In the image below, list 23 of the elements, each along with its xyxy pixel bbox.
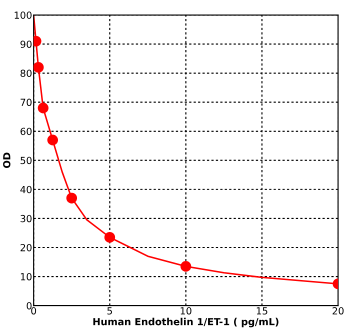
y-axis-title: OD	[3, 152, 10, 168]
point	[38, 102, 48, 114]
x-tick-label: 15	[256, 307, 268, 315]
x-tick-label: 5	[107, 307, 112, 315]
y-tick-label: 100	[14, 12, 32, 19]
y-tick-label: 30	[20, 214, 32, 222]
point	[104, 232, 116, 243]
x-axis-title: Human Endothelin 1/ET-1 ( pg/mL)	[93, 318, 278, 328]
y-tick-label: 80	[20, 70, 32, 77]
point	[34, 62, 44, 73]
y-tick-label: 90	[20, 40, 32, 48]
point	[47, 134, 58, 146]
x-tick-label: 10	[180, 307, 192, 315]
x-tick-label: 20	[332, 307, 344, 315]
y-tick-label: 60	[20, 128, 32, 136]
y-tick-label: 40	[20, 186, 32, 194]
y-tick-label: 50	[20, 156, 32, 164]
y-tick-label: 10	[20, 273, 32, 280]
y-tick-label: 0	[26, 302, 32, 310]
point	[66, 192, 78, 204]
y-tick-label: 20	[20, 244, 32, 252]
y-tick-label: 70	[20, 98, 32, 106]
point	[180, 261, 192, 272]
